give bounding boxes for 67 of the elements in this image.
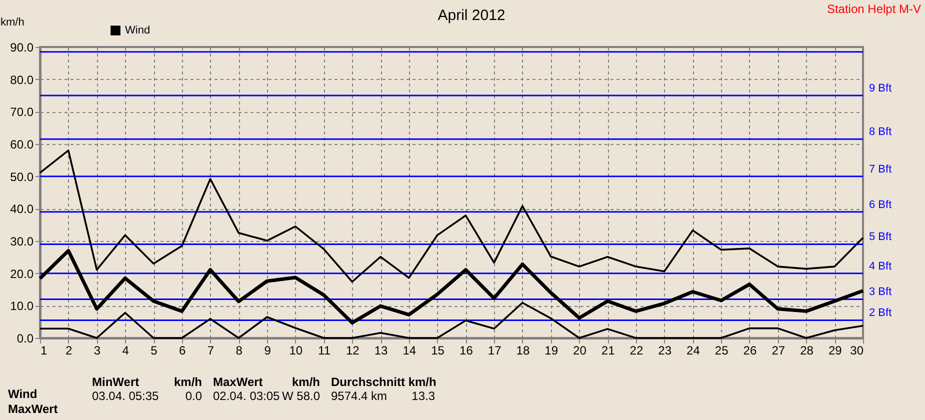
x-tick-label: 22 bbox=[630, 344, 644, 358]
ref-line-label: 2 Bft bbox=[869, 307, 892, 320]
ref-line-label: 7 Bft bbox=[869, 163, 892, 176]
x-tick-label: 8 bbox=[236, 344, 243, 358]
x-tick-label: 25 bbox=[714, 344, 729, 358]
x-tick-label: 2 bbox=[66, 344, 73, 358]
x-tick-label: 28 bbox=[800, 344, 814, 358]
x-tick-label: 4 bbox=[122, 344, 130, 358]
y-tick-label: 10.0 bbox=[10, 299, 34, 314]
text: MaxWert bbox=[8, 402, 58, 416]
x-tick-label: 7 bbox=[207, 344, 214, 358]
y-tick-label: 70.0 bbox=[10, 105, 34, 120]
x-tick-label: 13 bbox=[374, 344, 388, 358]
text: Durchschnitt km/h bbox=[331, 375, 436, 389]
x-tick-label: 20 bbox=[573, 344, 587, 358]
chart-title: April 2012 bbox=[438, 7, 506, 24]
x-tick-label: 15 bbox=[431, 344, 445, 358]
text: 02.04. 03:05 bbox=[213, 389, 280, 403]
x-tick-label: 3 bbox=[94, 344, 101, 358]
x-tick-label: 29 bbox=[828, 344, 842, 358]
x-tick-label: 17 bbox=[488, 344, 502, 358]
line-series bbox=[39, 150, 864, 283]
x-tick-label: 16 bbox=[460, 344, 474, 358]
x-tick-label: 12 bbox=[346, 344, 360, 358]
text: Station Helpt M-V bbox=[826, 2, 921, 16]
text: 13.3 bbox=[412, 389, 436, 403]
x-tick-label: 11 bbox=[318, 344, 331, 358]
text: 03.04. 05:35 bbox=[92, 389, 160, 403]
text: km/h bbox=[292, 375, 320, 389]
text: 9574.4 km bbox=[331, 389, 388, 403]
x-tick-label: 26 bbox=[743, 344, 757, 358]
y-axis-title: km/h bbox=[0, 16, 24, 28]
text: W 58.0 bbox=[282, 389, 320, 403]
x-tick-label: 1 bbox=[40, 344, 48, 358]
x-tick-label: 27 bbox=[772, 344, 786, 358]
ref-line-label: 4 Bft bbox=[869, 260, 892, 272]
x-tick-label: 18 bbox=[516, 344, 530, 358]
x-tick-label: 5 bbox=[150, 344, 158, 358]
ref-line-label: 3 Bft bbox=[869, 286, 892, 298]
y-tick-label: 40.0 bbox=[10, 202, 34, 216]
y-tick-label: 0.0 bbox=[16, 332, 34, 346]
text: 0.0 bbox=[185, 389, 202, 403]
y-tick-label: 80.0 bbox=[10, 72, 34, 87]
line-series bbox=[38, 248, 865, 325]
text: km/h bbox=[174, 375, 202, 389]
x-tick-label: 30 bbox=[850, 344, 864, 358]
text: MaxWert bbox=[213, 375, 263, 389]
ref-line-label: 9 Bft bbox=[869, 82, 892, 94]
x-tick-label: 6 bbox=[179, 344, 186, 358]
text: Wind bbox=[8, 387, 38, 401]
x-tick-label: 24 bbox=[686, 344, 700, 358]
x-tick-label: 23 bbox=[658, 344, 672, 358]
x-tick-label: 19 bbox=[544, 344, 558, 358]
y-tick-label: 60.0 bbox=[10, 138, 34, 152]
y-tick-label: 50.0 bbox=[10, 170, 34, 184]
text: MinWert bbox=[92, 375, 140, 389]
y-tick-label: 30.0 bbox=[10, 234, 34, 248]
y-tick-label: 20.0 bbox=[10, 266, 34, 281]
ref-line-label: 6 Bft bbox=[869, 198, 892, 211]
y-tick-label: 90.0 bbox=[10, 40, 34, 54]
x-tick-label: 21 bbox=[601, 344, 616, 358]
legend-label: Wind bbox=[125, 24, 150, 36]
ref-line-label: 8 Bft bbox=[869, 126, 892, 138]
x-tick-label: 14 bbox=[402, 344, 416, 358]
x-tick-label: 10 bbox=[289, 344, 303, 358]
ref-line-label: 5 Bft bbox=[869, 231, 892, 244]
x-tick-label: 9 bbox=[264, 344, 272, 358]
